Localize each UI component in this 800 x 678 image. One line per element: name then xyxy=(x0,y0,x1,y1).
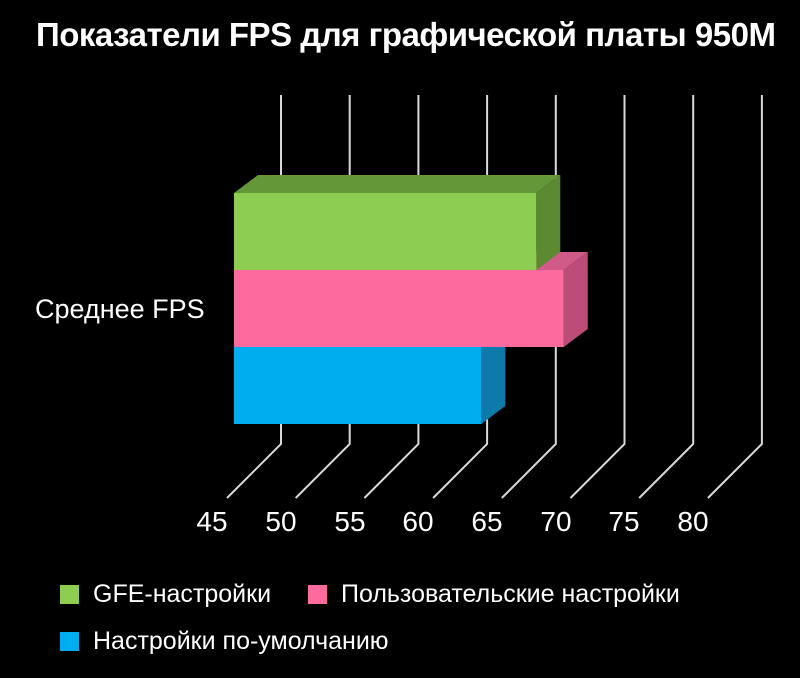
category-axis-label: Среднее FPS xyxy=(35,294,205,324)
bars-group xyxy=(234,175,588,424)
bar-0-group xyxy=(234,175,561,270)
gridline xyxy=(638,95,695,499)
x-tick-label: 65 xyxy=(471,506,503,537)
bar-front-face xyxy=(234,270,564,347)
legend-label: Пользовательские настройки xyxy=(341,579,680,608)
bar-side-face xyxy=(563,252,588,347)
x-tick-label: 75 xyxy=(608,506,640,537)
legend-swatch-green xyxy=(60,584,79,604)
legend-swatch-pink xyxy=(308,584,327,604)
x-tick-label: 55 xyxy=(334,506,366,537)
x-tick-label: 60 xyxy=(402,506,434,537)
x-tick-label: 45 xyxy=(196,506,228,537)
x-tick-label: 80 xyxy=(677,506,709,537)
bar-side-face xyxy=(481,329,506,424)
legend-label: Настройки по-умолчанию xyxy=(93,626,389,655)
bar-side-face xyxy=(536,175,561,270)
bar-front-face xyxy=(234,347,482,424)
gridline xyxy=(569,95,626,499)
x-tick-label: 70 xyxy=(540,506,572,537)
bar-top-face xyxy=(234,175,561,193)
legend-item-gfe: GFE-настройки xyxy=(60,579,272,608)
legend-swatch-blue xyxy=(60,631,79,651)
x-tick-label: 50 xyxy=(265,506,297,537)
bar-front-face xyxy=(234,193,537,270)
legend-label: GFE-настройки xyxy=(93,579,272,608)
chart-title: Показатели FPS для графической платы 950… xyxy=(36,16,776,53)
gridline xyxy=(707,95,763,499)
legend-item-custom: Пользовательские настройки xyxy=(308,579,680,608)
legend-item-default: Настройки по-умолчанию xyxy=(60,626,389,655)
